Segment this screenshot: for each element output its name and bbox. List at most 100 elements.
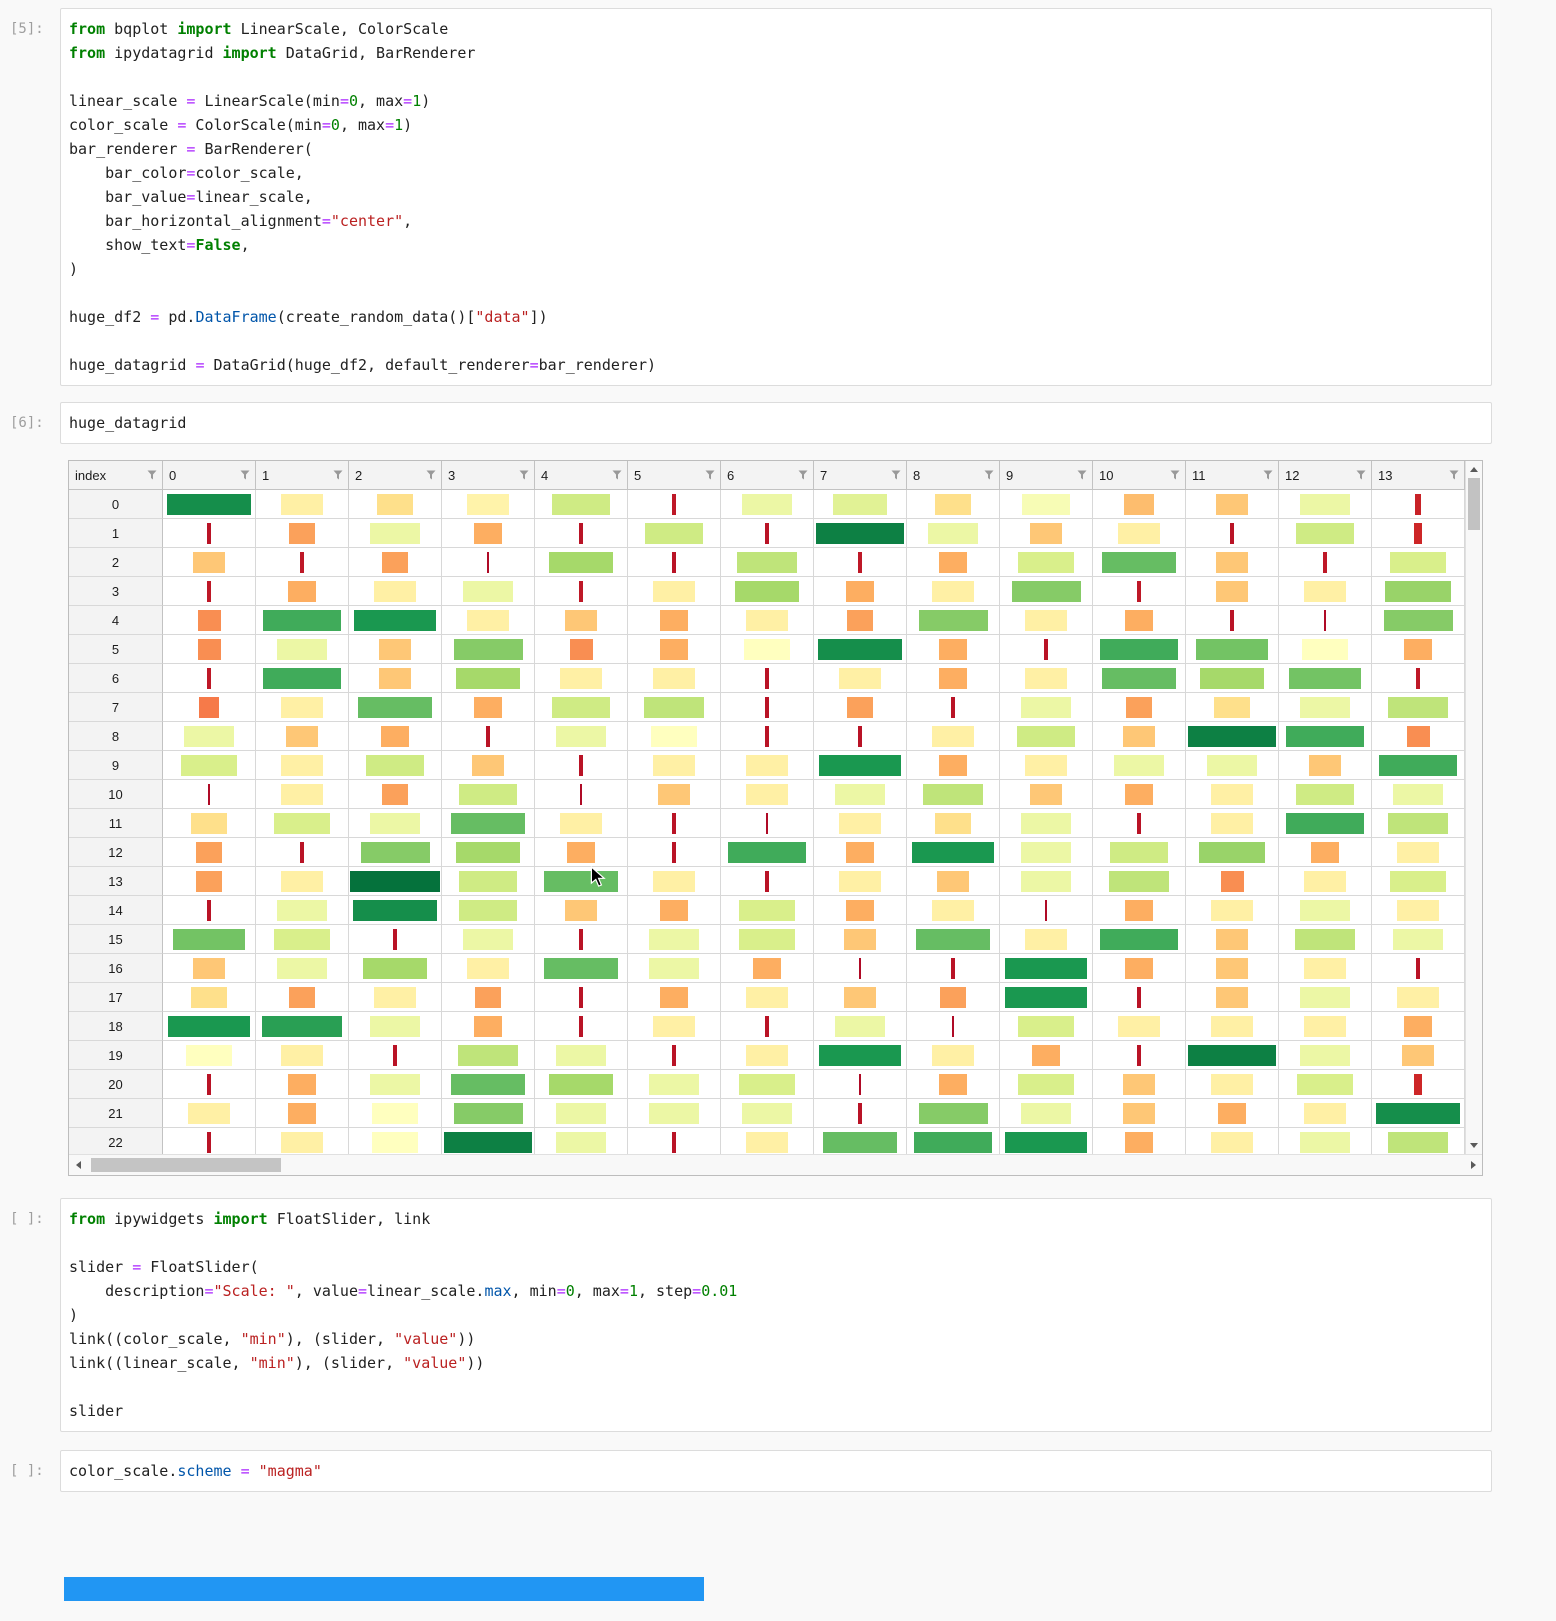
grid-cell[interactable] (442, 751, 535, 780)
grid-cell[interactable] (1279, 1012, 1372, 1041)
row-header[interactable]: 19 (69, 1041, 163, 1070)
grid-cell[interactable] (349, 664, 442, 693)
grid-cell[interactable] (1186, 983, 1279, 1012)
grid-cell[interactable] (907, 548, 1000, 577)
grid-cell[interactable] (442, 490, 535, 519)
grid-cell[interactable] (349, 838, 442, 867)
row-header[interactable]: 7 (69, 693, 163, 722)
grid-cell[interactable] (628, 954, 721, 983)
grid-cell[interactable] (907, 896, 1000, 925)
grid-cell[interactable] (1093, 809, 1186, 838)
grid-cell[interactable] (163, 519, 256, 548)
grid-cell[interactable] (1279, 751, 1372, 780)
grid-cell[interactable] (349, 751, 442, 780)
grid-cell[interactable] (349, 606, 442, 635)
grid-cell[interactable] (535, 1041, 628, 1070)
grid-cell[interactable] (907, 635, 1000, 664)
grid-cell[interactable] (1372, 867, 1465, 896)
column-header[interactable]: 1 (256, 461, 349, 489)
grid-cell[interactable] (442, 635, 535, 664)
column-header[interactable]: 7 (814, 461, 907, 489)
grid-cell[interactable] (1000, 519, 1093, 548)
grid-cell[interactable] (256, 577, 349, 606)
grid-cell[interactable] (442, 954, 535, 983)
code-editor[interactable]: from bqplot import LinearScale, ColorSca… (60, 8, 1492, 386)
grid-cell[interactable] (814, 751, 907, 780)
grid-cell[interactable] (1186, 809, 1279, 838)
grid-cell[interactable] (163, 1099, 256, 1128)
grid-cell[interactable] (256, 867, 349, 896)
grid-cell[interactable] (163, 606, 256, 635)
grid-cell[interactable] (1000, 548, 1093, 577)
grid-cell[interactable] (1186, 1070, 1279, 1099)
grid-cell[interactable] (1279, 635, 1372, 664)
grid-cell[interactable] (1186, 954, 1279, 983)
grid-cell[interactable] (814, 1070, 907, 1099)
grid-cell[interactable] (1372, 635, 1465, 664)
grid-cell[interactable] (1279, 548, 1372, 577)
grid-cell[interactable] (349, 1070, 442, 1099)
column-header[interactable]: 0 (163, 461, 256, 489)
grid-cell[interactable] (628, 809, 721, 838)
grid-cell[interactable] (721, 896, 814, 925)
grid-cell[interactable] (721, 722, 814, 751)
grid-cell[interactable] (721, 1128, 814, 1154)
grid-cell[interactable] (442, 983, 535, 1012)
grid-cell[interactable] (1186, 490, 1279, 519)
grid-cell[interactable] (1093, 519, 1186, 548)
grid-cell[interactable] (628, 548, 721, 577)
grid-cell[interactable] (628, 838, 721, 867)
row-header[interactable]: 15 (69, 925, 163, 954)
grid-cell[interactable] (1279, 954, 1372, 983)
grid-cell[interactable] (1186, 925, 1279, 954)
grid-cell[interactable] (1186, 1041, 1279, 1070)
grid-cell[interactable] (256, 519, 349, 548)
grid-cell[interactable] (535, 954, 628, 983)
grid-cell[interactable] (163, 490, 256, 519)
grid-cell[interactable] (907, 954, 1000, 983)
grid-cell[interactable] (1000, 1070, 1093, 1099)
grid-cell[interactable] (442, 519, 535, 548)
grid-cell[interactable] (1279, 925, 1372, 954)
grid-cell[interactable] (163, 838, 256, 867)
filter-icon[interactable] (519, 470, 529, 480)
grid-cell[interactable] (1186, 1099, 1279, 1128)
grid-cell[interactable] (1000, 1012, 1093, 1041)
grid-cell[interactable] (256, 1070, 349, 1099)
column-header[interactable]: 10 (1093, 461, 1186, 489)
grid-cell[interactable] (907, 867, 1000, 896)
grid-cell[interactable] (442, 867, 535, 896)
grid-cell[interactable] (1093, 896, 1186, 925)
grid-cell[interactable] (163, 954, 256, 983)
row-header[interactable]: 18 (69, 1012, 163, 1041)
horizontal-scrollbar[interactable] (69, 1154, 1482, 1175)
grid-cell[interactable] (256, 896, 349, 925)
grid-cell[interactable] (349, 867, 442, 896)
row-header[interactable]: 17 (69, 983, 163, 1012)
grid-cell[interactable] (814, 780, 907, 809)
grid-cell[interactable] (1186, 780, 1279, 809)
grid-cell[interactable] (721, 577, 814, 606)
grid-cell[interactable] (1186, 577, 1279, 606)
grid-cell[interactable] (163, 780, 256, 809)
grid-cell[interactable] (349, 519, 442, 548)
grid-cell[interactable] (907, 925, 1000, 954)
grid-cell[interactable] (163, 1041, 256, 1070)
grid-cell[interactable] (163, 1128, 256, 1154)
grid-cell[interactable] (163, 722, 256, 751)
grid-cell[interactable] (628, 896, 721, 925)
grid-cell[interactable] (907, 606, 1000, 635)
grid-cell[interactable] (721, 751, 814, 780)
grid-cell[interactable] (442, 896, 535, 925)
grid-cell[interactable] (814, 896, 907, 925)
grid-cell[interactable] (256, 548, 349, 577)
grid-cell[interactable] (442, 1012, 535, 1041)
row-header[interactable]: 4 (69, 606, 163, 635)
grid-cell[interactable] (907, 838, 1000, 867)
grid-cell[interactable] (1186, 867, 1279, 896)
grid-cell[interactable] (535, 867, 628, 896)
grid-cell[interactable] (628, 751, 721, 780)
grid-cell[interactable] (1372, 1070, 1465, 1099)
grid-cell[interactable] (1093, 954, 1186, 983)
filter-icon[interactable] (1356, 470, 1366, 480)
